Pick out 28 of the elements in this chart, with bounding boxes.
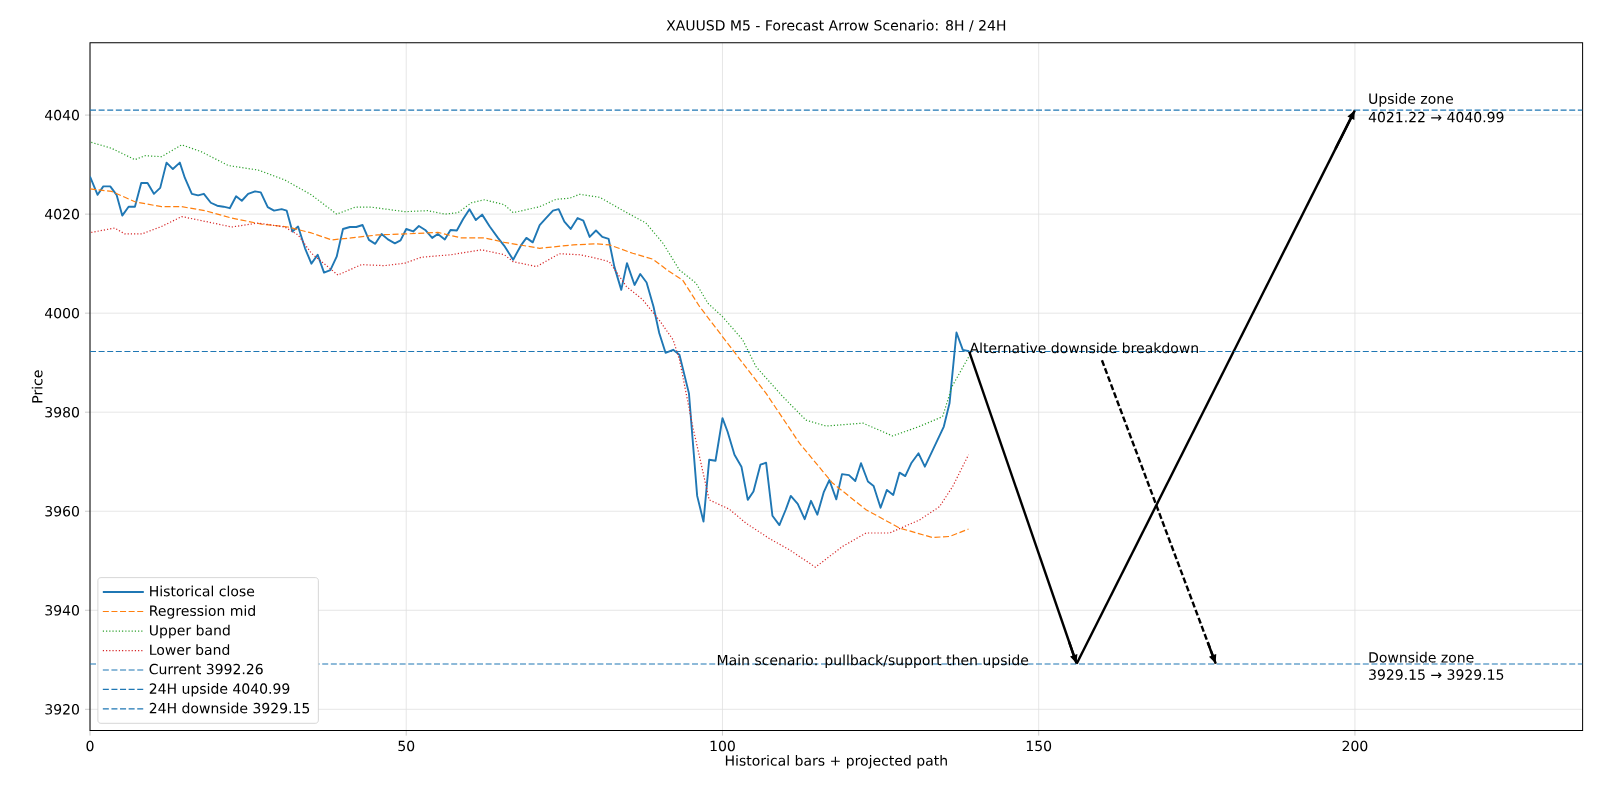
legend-label: 24H upside 4040.99 bbox=[149, 683, 290, 697]
y-axis-title: Price bbox=[31, 370, 43, 403]
x-tick-label: 0 bbox=[86, 740, 94, 752]
annotation: Main scenario: pullback/support then upside bbox=[717, 654, 1029, 669]
x-tick-label: 100 bbox=[710, 740, 735, 752]
y-tick-label: 4020 bbox=[45, 208, 79, 220]
chart-title: XAUUSD M5 - Forecast Arrow Scenario: 8H / 24H bbox=[666, 19, 1006, 32]
legend-label: Lower band bbox=[150, 644, 230, 656]
x-tick-label: 150 bbox=[1026, 740, 1052, 752]
y-tick-label: 3920 bbox=[45, 704, 79, 715]
x-tick-label: 50 bbox=[398, 740, 415, 752]
legend-label: Historical close bbox=[150, 585, 255, 597]
x-tick-label: 200 bbox=[1342, 740, 1368, 752]
annotation: Alternative downside breakdown bbox=[969, 342, 1198, 354]
annotation: Upside zone bbox=[1369, 93, 1453, 107]
x-axis-title: Historical bars + projected path bbox=[725, 754, 947, 769]
y-tick-label: 3960 bbox=[45, 505, 79, 517]
y-tick-label: 3980 bbox=[45, 406, 79, 418]
annotation: 3929.15 → 3929.15 bbox=[1369, 669, 1504, 680]
y-tick-label: 4040 bbox=[45, 109, 79, 121]
legend-label: 24H downside 3929.15 bbox=[149, 702, 310, 714]
y-tick-label: 3940 bbox=[45, 604, 79, 616]
legend-label: Upper band bbox=[149, 624, 230, 639]
annotation: Downside zone bbox=[1369, 651, 1474, 663]
annotation: 4021.22 → 4040.99 bbox=[1368, 111, 1504, 123]
legend-label: Current 3992.26 bbox=[149, 663, 263, 675]
y-tick-label: 4000 bbox=[45, 307, 79, 319]
legend-label: Regression mid bbox=[150, 605, 255, 619]
